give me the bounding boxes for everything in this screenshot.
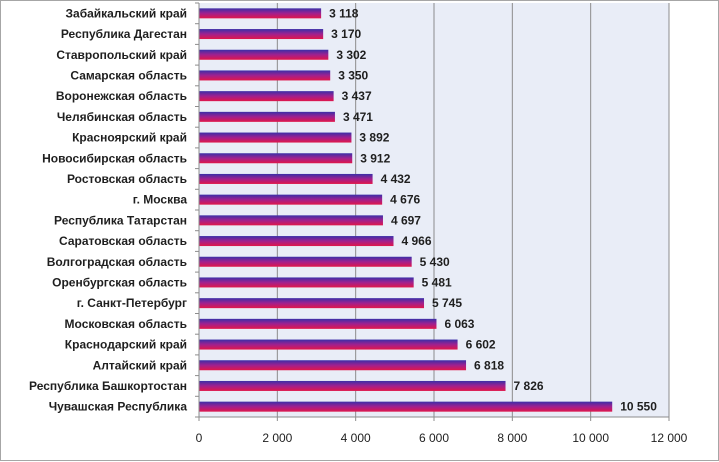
- category-label: Алтайский край: [93, 358, 187, 372]
- data-label: 5 745: [432, 296, 462, 310]
- x-tick-label: 0: [196, 431, 203, 445]
- data-label: 3 437: [342, 89, 372, 103]
- data-label: 5 481: [422, 275, 452, 289]
- bars: [199, 8, 613, 412]
- bar: [199, 111, 335, 122]
- category-label: Саратовская область: [59, 234, 187, 248]
- data-label: 7 826: [514, 379, 544, 393]
- bar: [199, 29, 324, 40]
- value-labels: 3 118 3 170 3 302 3 350 3 437 3 471 3 892 3 912…: [329, 6, 657, 413]
- bar: [199, 91, 334, 102]
- category-label: Воронежская область: [56, 89, 187, 103]
- category-label: г. Москва: [133, 193, 188, 207]
- category-label: Волгоградская область: [47, 255, 187, 269]
- category-label: г. Санкт-Петербург: [77, 296, 187, 310]
- category-label: Ростовская область: [67, 172, 187, 186]
- bar: [199, 8, 322, 19]
- category-label: Красноярский край: [72, 131, 187, 145]
- data-label: 5 430: [420, 255, 450, 269]
- category-label: Оренбургская область: [52, 275, 187, 289]
- bar: [199, 360, 467, 371]
- data-label: 6 063: [444, 317, 474, 331]
- data-label: 3 350: [338, 68, 368, 82]
- bar: [199, 256, 412, 267]
- data-label: 3 170: [331, 27, 361, 41]
- category-label: Новосибирская область: [42, 151, 187, 165]
- bar: [199, 277, 414, 288]
- data-label: 3 892: [359, 131, 389, 145]
- x-tick-label: 2 000: [262, 431, 292, 445]
- category-label: Забайкальский край: [66, 6, 188, 20]
- data-label: 6 602: [466, 338, 496, 352]
- bar: [199, 380, 506, 391]
- x-tick-labels: 0 2 000 4 000 6 000 8 000 10 000 12 000: [196, 431, 688, 445]
- bar: [199, 401, 613, 412]
- data-label: 3 118: [329, 6, 359, 20]
- category-label: Московская область: [65, 317, 187, 331]
- category-label: Чувашская Республика: [49, 400, 188, 414]
- data-label: 3 302: [336, 48, 366, 62]
- bar: [199, 70, 331, 81]
- bar: [199, 298, 425, 309]
- bar: [199, 49, 329, 60]
- bar: [199, 236, 394, 247]
- bar: [199, 339, 458, 350]
- bar: [199, 318, 437, 329]
- category-label: Самарская область: [70, 68, 187, 82]
- x-tick-label: 10 000: [572, 431, 609, 445]
- bar: [199, 215, 383, 226]
- data-label: 4 966: [402, 234, 432, 248]
- data-label: 6 818: [474, 358, 504, 372]
- data-label: 10 550: [620, 400, 657, 414]
- category-label: Республика Башкортостан: [29, 379, 187, 393]
- bar: [199, 153, 353, 164]
- bar: [199, 194, 383, 205]
- data-label: 3 471: [343, 110, 373, 124]
- category-labels: Забайкальский край Республика Дагестан Ста…: [29, 6, 187, 413]
- category-label: Ставропольский край: [56, 48, 187, 62]
- bar: [199, 132, 352, 143]
- category-label: Челябинская область: [57, 110, 187, 124]
- data-label: 4 676: [390, 193, 420, 207]
- category-label: Краснодарский край: [65, 338, 187, 352]
- data-label: 4 432: [381, 172, 411, 186]
- category-label: Республика Татарстан: [54, 213, 187, 227]
- axes: [195, 2, 670, 421]
- x-tick-label: 6 000: [419, 431, 449, 445]
- x-tick-label: 4 000: [341, 431, 371, 445]
- category-label: Республика Дагестан: [61, 27, 187, 41]
- x-tick-label: 12 000: [651, 431, 688, 445]
- bar: [199, 173, 373, 184]
- data-label: 4 697: [391, 213, 421, 227]
- x-tick-label: 8 000: [497, 431, 527, 445]
- data-label: 3 912: [360, 151, 390, 165]
